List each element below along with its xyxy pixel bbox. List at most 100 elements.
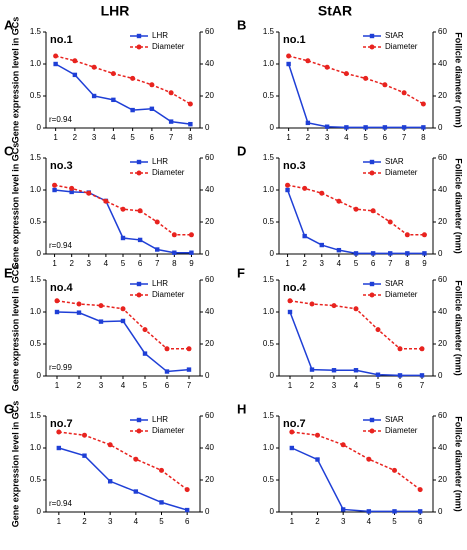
data-point	[336, 247, 342, 253]
x-tick-label: 6	[185, 517, 190, 526]
panel-letter: C	[4, 143, 14, 158]
data-point	[382, 125, 388, 130]
x-tick-label: 8	[188, 133, 193, 142]
data-point	[86, 190, 92, 196]
data-point	[72, 58, 78, 64]
data-point	[387, 219, 393, 225]
y2-axis-label: Follicle diameter (mm)	[454, 416, 464, 512]
data-point	[353, 368, 359, 373]
annotation: no.7	[50, 418, 73, 430]
legend-label: Diameter	[152, 426, 185, 435]
data-point	[76, 301, 82, 307]
annotation: r=0.94	[49, 499, 72, 508]
x-tick-label: 2	[82, 517, 87, 526]
data-point	[353, 251, 359, 256]
y-tick-label: 1.5	[263, 153, 275, 162]
data-point	[419, 373, 425, 378]
x-tick-label: 4	[337, 259, 342, 268]
data-point	[286, 53, 292, 59]
data-point	[324, 64, 330, 70]
data-point	[375, 327, 381, 333]
series-line	[55, 63, 191, 125]
x-tick-label: 9	[422, 259, 427, 268]
x-tick-label: 8	[421, 133, 426, 142]
data-point	[401, 90, 407, 96]
y-axis-label: Gene expression level in GCs	[10, 401, 20, 528]
legend-label: Diameter	[152, 42, 185, 51]
legend-label: StAR	[385, 415, 404, 424]
y-tick-label: 1.0	[263, 443, 275, 452]
data-point	[405, 251, 410, 256]
legend-marker	[369, 159, 375, 165]
data-point	[120, 235, 126, 241]
data-point	[366, 509, 372, 514]
data-point	[392, 467, 397, 473]
series-line	[58, 447, 188, 511]
panel-letter: F	[237, 265, 245, 280]
x-tick-label: 7	[402, 133, 407, 142]
panel-letter: E	[4, 265, 13, 280]
panel-letter: D	[237, 143, 246, 158]
series-line	[55, 55, 191, 105]
data-point	[302, 233, 307, 239]
legend-marker	[136, 159, 142, 165]
panel-letter: A	[4, 17, 14, 32]
annotation: no.3	[50, 160, 73, 172]
data-point	[76, 310, 82, 315]
x-tick-label: 3	[320, 259, 325, 268]
data-point	[120, 206, 126, 212]
data-point	[98, 319, 104, 324]
y2-tick-label: 60	[205, 411, 214, 420]
data-point	[54, 309, 60, 315]
legend-label: LHR	[152, 415, 168, 424]
annotation: r=0.94	[49, 115, 72, 124]
annotation: no.3	[283, 160, 306, 172]
data-point	[404, 232, 410, 238]
data-point	[331, 368, 337, 373]
series-line	[288, 55, 424, 105]
x-tick-label: 7	[187, 381, 192, 390]
x-tick-label: 1	[53, 133, 58, 142]
data-point	[155, 247, 160, 252]
panel: C 0 0.5 1.0 1.5 0 20 40 60 1 2 3 4 5 6 7 8 9 Gene expressi…	[4, 143, 214, 270]
y-tick-label: 1.5	[30, 275, 42, 284]
data-point	[172, 250, 177, 255]
legend-marker	[369, 44, 375, 50]
x-tick-label: 2	[315, 517, 320, 526]
data-point	[133, 456, 139, 462]
annotation: no.1	[50, 34, 73, 46]
legend-marker	[136, 44, 142, 50]
legend-label: LHR	[152, 31, 168, 40]
annotation: r=0.94	[49, 241, 72, 250]
y2-tick-label: 0	[205, 249, 210, 258]
data-point	[315, 432, 320, 438]
data-point	[91, 93, 97, 99]
y2-tick-label: 40	[438, 307, 447, 316]
series-line	[54, 189, 192, 254]
data-point	[401, 125, 407, 130]
x-tick-label: 2	[73, 133, 78, 142]
y-tick-label: 1.5	[263, 411, 275, 420]
data-point	[111, 97, 116, 103]
data-point	[52, 182, 58, 188]
data-point	[388, 251, 393, 256]
data-point	[110, 71, 116, 77]
y2-tick-label: 40	[438, 443, 447, 452]
y2-axis-label: Follicle diameter (mm)	[454, 280, 464, 376]
legend-label: LHR	[152, 279, 168, 288]
data-point	[164, 346, 170, 352]
data-point	[53, 53, 59, 59]
y-tick-label: 0	[37, 371, 42, 380]
data-point	[186, 346, 192, 352]
y-tick-label: 0.5	[30, 475, 42, 484]
y2-axis-label: Follicle diameter (mm)	[454, 158, 464, 254]
legend-marker	[369, 292, 375, 298]
annotation: no.1	[283, 34, 306, 46]
legend-marker	[136, 428, 142, 434]
data-point	[286, 61, 291, 67]
y2-axis-label: Follicle diameter (mm)	[454, 32, 464, 128]
x-tick-label: 7	[169, 133, 174, 142]
data-point	[319, 242, 324, 248]
data-point	[382, 82, 388, 88]
x-tick-label: 7	[388, 259, 393, 268]
